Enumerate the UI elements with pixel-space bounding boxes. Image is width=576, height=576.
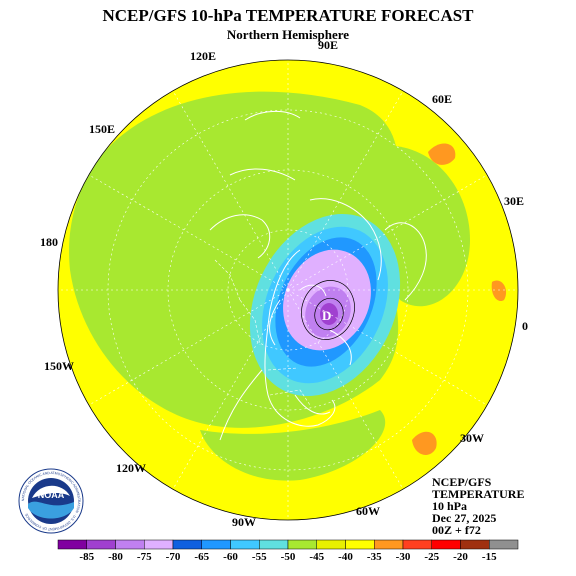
colorbar-tick-label: -20 bbox=[453, 551, 468, 563]
colorbar-tick-label: -75 bbox=[136, 551, 152, 563]
chart-title: NCEP/GFS 10-hPa TEMPERATURE FORECAST bbox=[102, 6, 474, 25]
noaa-logo: NOAA NATIONAL OCEANIC AND ATMOSPHERIC AD… bbox=[18, 468, 84, 539]
colorbar-tick-label: -65 bbox=[194, 551, 210, 563]
field-orange-patch-se bbox=[412, 431, 437, 455]
colorbar-tick-label: -30 bbox=[395, 551, 411, 563]
longitude-label-30w: 30W bbox=[460, 431, 484, 445]
info-forecast-hour: 00Z + f72 bbox=[432, 523, 481, 537]
colorbar-tick-label: -50 bbox=[280, 551, 296, 563]
longitude-label-150w: 150W bbox=[44, 359, 74, 373]
longitude-label-120w: 120W bbox=[116, 461, 146, 475]
longitude-label-60w: 60W bbox=[356, 504, 380, 518]
colorbar-swatch bbox=[57, 539, 87, 550]
colorbar bbox=[57, 539, 519, 550]
colorbar-tick-label: -70 bbox=[165, 551, 181, 563]
meridian-lines bbox=[58, 60, 518, 520]
colorbar-tick-label: -25 bbox=[424, 551, 440, 563]
colorbar-tick-label: -35 bbox=[366, 551, 382, 563]
colorbar-tick-label: -45 bbox=[309, 551, 325, 563]
colorbar-swatch bbox=[316, 539, 346, 550]
colorbar-tick-label: -60 bbox=[223, 551, 238, 563]
map-boundary bbox=[57, 59, 519, 521]
field-purple-center bbox=[320, 303, 338, 325]
logo-wordmark: NOAA bbox=[38, 490, 65, 500]
colorbar-tick-label: -85 bbox=[79, 551, 95, 563]
coastlines bbox=[209, 111, 427, 441]
colorbar-swatch bbox=[431, 539, 461, 550]
contour-lines bbox=[301, 280, 355, 340]
colorbar-swatch bbox=[287, 539, 317, 550]
info-date: Dec 27, 2025 bbox=[432, 511, 497, 525]
colorbar-swatch bbox=[259, 539, 289, 550]
colorbar-swatch bbox=[144, 539, 174, 550]
longitude-label-180: 180 bbox=[40, 235, 58, 249]
temperature-field bbox=[58, 60, 518, 520]
field-orange-patch-e bbox=[491, 280, 507, 302]
colorbar-tick-label: -40 bbox=[338, 551, 353, 563]
longitude-label-150e: 150E bbox=[89, 122, 116, 136]
low-center-label: D bbox=[322, 308, 331, 323]
colorbar-swatch bbox=[489, 539, 519, 550]
colorbar-swatch bbox=[345, 539, 375, 550]
borders bbox=[214, 259, 311, 406]
longitude-label-0: 0 bbox=[522, 319, 528, 333]
info-block: NCEP/GFS TEMPERATURE 10 hPa Dec 27, 2025… bbox=[432, 476, 524, 536]
colorbar-swatch bbox=[374, 539, 404, 550]
longitude-label-90e: 90E bbox=[318, 38, 339, 52]
longitude-label-90w: 90W bbox=[232, 515, 256, 529]
colorbar-swatch bbox=[115, 539, 145, 550]
colorbar-swatch bbox=[201, 539, 231, 550]
colorbar-swatch bbox=[460, 539, 490, 550]
colorbar-swatch bbox=[172, 539, 202, 550]
colorbar-swatch bbox=[402, 539, 432, 550]
info-model: NCEP/GFS bbox=[432, 475, 492, 489]
colorbar-swatch bbox=[86, 539, 116, 550]
field-orange-patch-ne bbox=[428, 143, 456, 165]
colorbar-tick-label: -15 bbox=[481, 551, 497, 563]
info-variable: TEMPERATURE bbox=[432, 487, 525, 501]
longitude-label-30e: 30E bbox=[504, 194, 525, 208]
colorbar-tick-label: -80 bbox=[108, 551, 123, 563]
info-level: 10 hPa bbox=[432, 499, 468, 513]
longitude-label-120e: 120E bbox=[190, 49, 217, 63]
colorbar-tick-label: -55 bbox=[251, 551, 267, 563]
longitude-label-60e: 60E bbox=[432, 92, 453, 106]
chart-subtitle: Northern Hemisphere bbox=[226, 27, 350, 42]
field-green-south bbox=[200, 410, 386, 481]
colorbar-swatch bbox=[230, 539, 260, 550]
